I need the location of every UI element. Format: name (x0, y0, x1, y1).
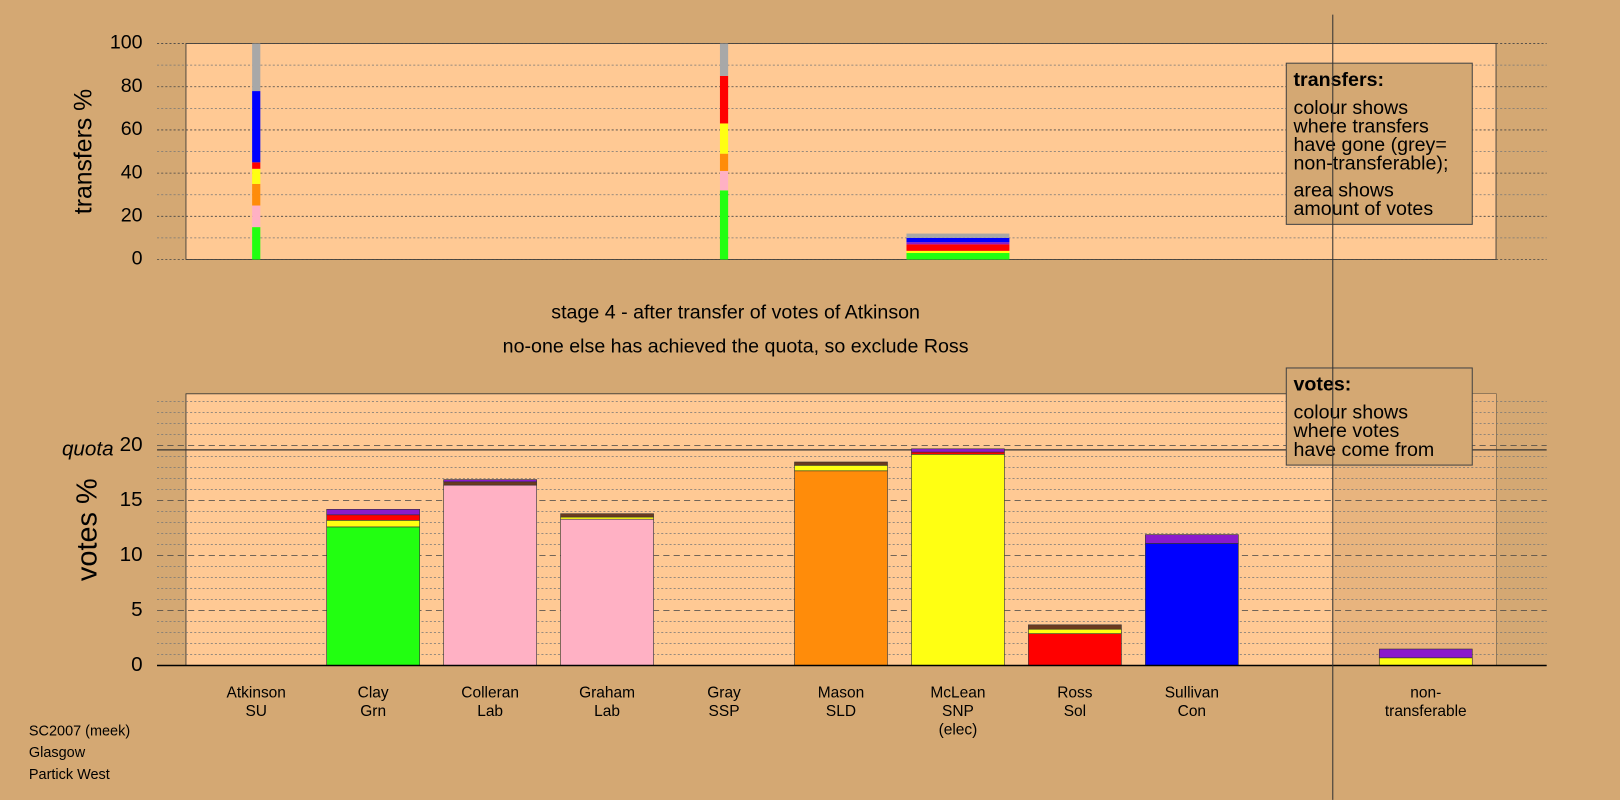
bar-segment (794, 461, 888, 466)
bar-segment (906, 237, 1010, 243)
bar-segment (1378, 648, 1473, 659)
bar-segment (911, 451, 1005, 455)
y-axis-label: votes % (71, 478, 103, 581)
x-tick-label: Gray (707, 685, 741, 702)
note-title: votes: (1294, 374, 1352, 396)
note-line: amount of votes (1294, 198, 1434, 220)
bar-segment (252, 162, 261, 169)
y-tick-label: 40 (121, 161, 143, 183)
bar-segment (443, 484, 537, 666)
bar-segment (252, 227, 261, 260)
note-line: area shows (1294, 179, 1395, 201)
bar-segment (1028, 624, 1122, 630)
x-tick-label: Grn (360, 703, 386, 720)
x-tick-label: Colleran (461, 685, 519, 702)
bar-segment (560, 518, 654, 666)
x-tick-label: Lab (477, 703, 503, 720)
note-line: where votes (1293, 420, 1400, 442)
bar-segment (794, 470, 888, 666)
bar-segment (326, 514, 420, 521)
y-tick-label: 15 (120, 488, 143, 511)
note-line: where transfers (1293, 115, 1429, 137)
bar-segment (326, 520, 420, 528)
x-tick-label: (elec) (939, 722, 978, 739)
bar-segment (906, 253, 1010, 260)
y-tick-label: 80 (121, 75, 143, 97)
x-tick-label: Con (1178, 703, 1206, 720)
x-tick-label: SU (245, 703, 267, 720)
bar-segment (719, 123, 729, 154)
x-tick-label: SNP (942, 703, 974, 720)
footer-line: Partick West (29, 767, 110, 783)
note-box (1285, 62, 1473, 225)
bar-segment (1028, 633, 1122, 666)
note-line: colour shows (1294, 402, 1409, 424)
note-line: colour shows (1294, 97, 1409, 119)
bar-segment (1145, 534, 1239, 544)
y-tick-label: 5 (131, 598, 143, 621)
bar-segment (252, 183, 261, 206)
bar-segment (719, 43, 729, 76)
x-tick-label: non- (1410, 685, 1441, 702)
x-tick-label: Sullivan (1165, 685, 1219, 702)
x-tick-label: SLD (826, 703, 856, 720)
bar-segment (906, 242, 1010, 245)
x-tick-label: Graham (579, 685, 635, 702)
x-tick-label: Mason (818, 685, 864, 702)
bar-segment (794, 464, 888, 472)
bar-segment (326, 509, 420, 516)
y-tick-label: 60 (121, 118, 143, 140)
note-title: transfers: (1294, 69, 1385, 91)
bar-segment (719, 153, 729, 171)
x-tick-label: Clay (358, 685, 389, 702)
x-tick-label: SSP (709, 703, 740, 720)
y-tick-label: 100 (110, 32, 143, 54)
stage-title: stage 4 - after transfer of votes of Atk… (551, 301, 920, 323)
x-tick-label: McLean (930, 685, 985, 702)
footer-line: Glasgow (29, 745, 86, 761)
bar-segment (252, 91, 261, 163)
x-tick-label: Ross (1057, 685, 1093, 702)
y-axis-label: transfers % (70, 89, 97, 214)
note-box (1285, 367, 1473, 466)
y-tick-label: 20 (120, 433, 143, 456)
x-tick-label: transferable (1385, 703, 1467, 720)
bar-segment (719, 170, 729, 191)
bar-segment (252, 168, 261, 184)
note-line: have gone (grey= (1294, 134, 1447, 156)
bar-segment (1145, 543, 1239, 666)
note-line: have come from (1294, 439, 1435, 461)
bar-segment (719, 75, 729, 124)
bar-segment (911, 453, 1005, 666)
bar-segment (1378, 657, 1473, 666)
bar-segment (252, 43, 261, 92)
bar-segment (560, 516, 654, 520)
bar-segment (1028, 628, 1122, 634)
bar-segment (560, 513, 654, 518)
footer-line: SC2007 (meek) (29, 723, 130, 739)
quota-label: quota (62, 437, 114, 460)
bar-segment (906, 244, 1010, 251)
bar-segment (443, 481, 537, 486)
y-tick-label: 10 (120, 543, 143, 566)
y-tick-label: 0 (131, 653, 143, 676)
x-tick-label: Lab (594, 703, 620, 720)
y-tick-label: 20 (121, 204, 143, 226)
bar-segment (443, 479, 537, 483)
y-tick-label: 0 (132, 248, 143, 270)
stage-note: no-one else has achieved the quota, so e… (503, 335, 969, 357)
bar-segment (906, 250, 1010, 254)
x-tick-label: Atkinson (227, 685, 286, 702)
bar-segment (326, 526, 420, 666)
x-tick-label: Sol (1064, 703, 1086, 720)
bar-segment (911, 448, 1005, 453)
bar-segment (906, 233, 1010, 238)
bar-segment (252, 205, 261, 228)
bar-segment (719, 190, 729, 260)
note-line: non-transferable); (1294, 153, 1449, 175)
